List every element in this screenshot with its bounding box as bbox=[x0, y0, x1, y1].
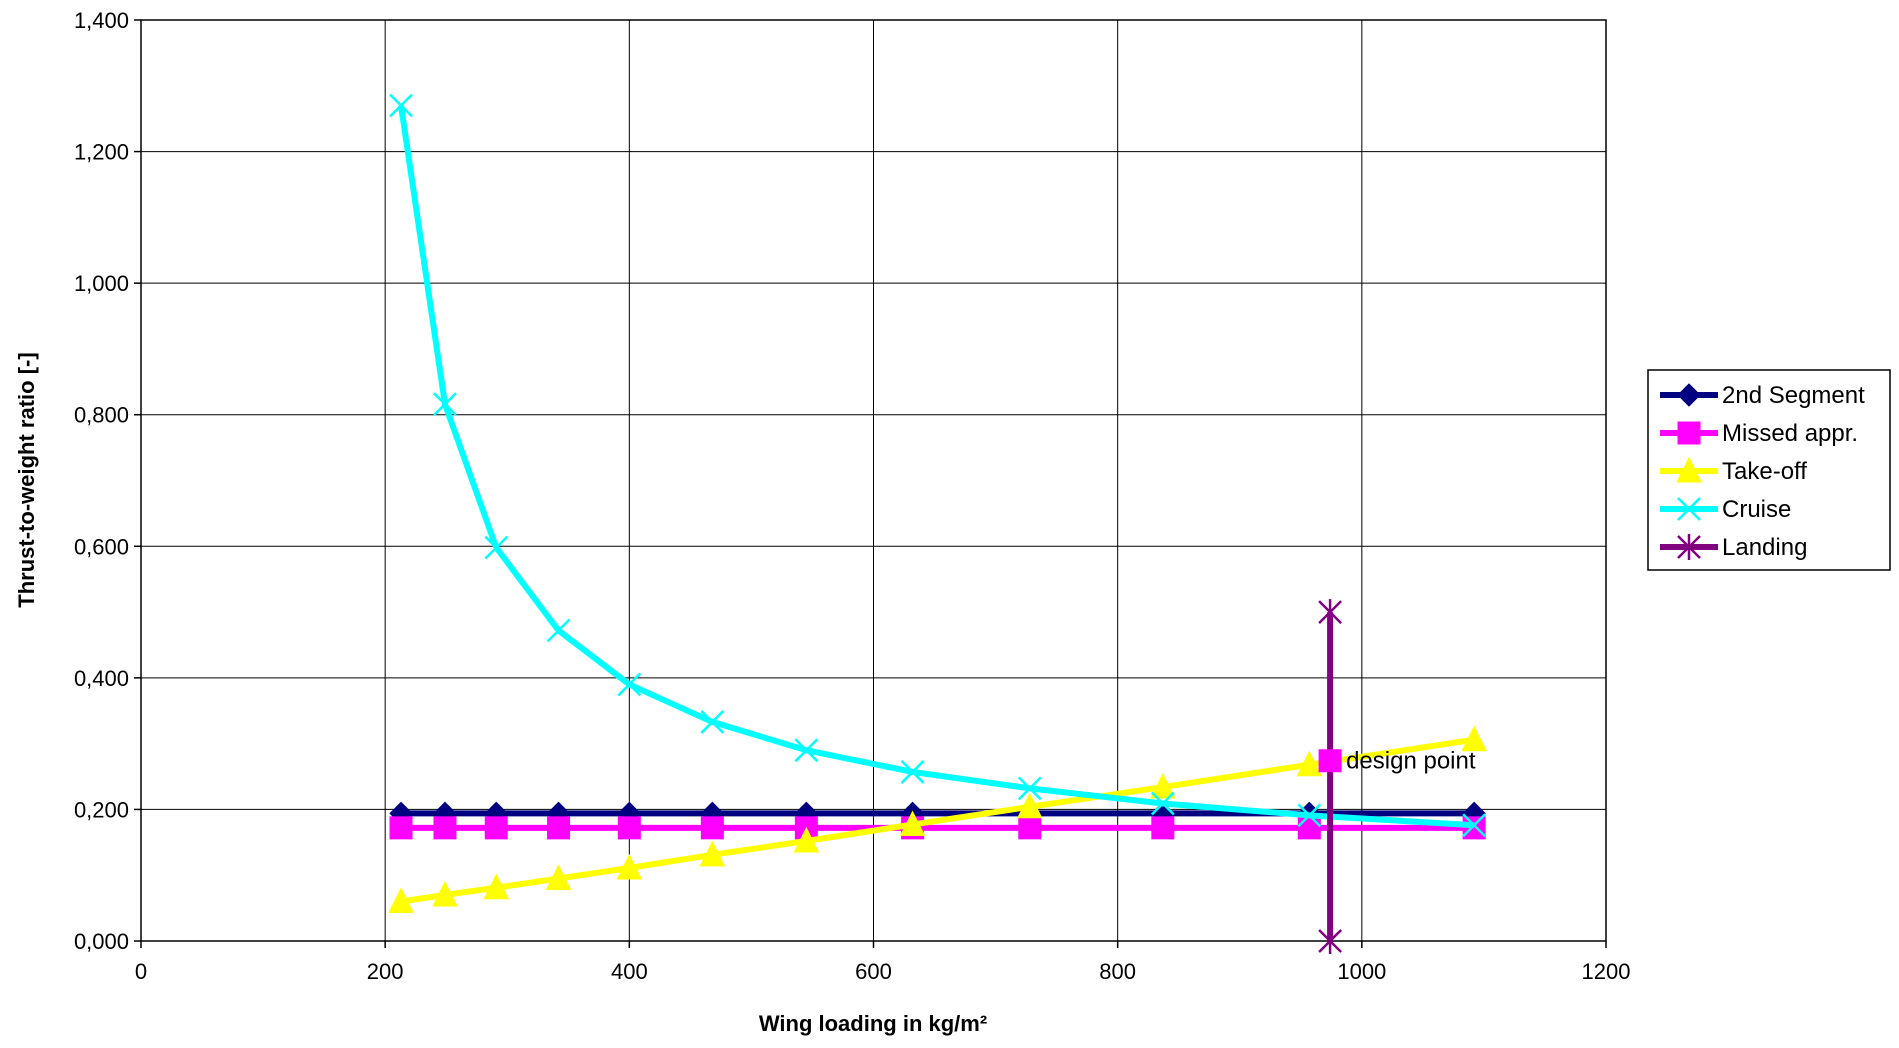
grid bbox=[141, 20, 1606, 941]
legend-label: Landing bbox=[1722, 534, 1807, 561]
series-line bbox=[400, 736, 1475, 905]
data-point bbox=[1461, 725, 1487, 752]
x-axis-title: Wing loading in kg/m² bbox=[759, 1011, 987, 1036]
marker-stroke bbox=[1017, 776, 1042, 801]
legend-entry: Landing bbox=[1660, 534, 1807, 561]
legend-entry: 2nd Segment bbox=[1660, 382, 1865, 409]
legend-swatch-marker bbox=[1677, 383, 1701, 407]
marker-stroke bbox=[433, 392, 457, 417]
data-point bbox=[1150, 772, 1176, 799]
series-line bbox=[398, 105, 1475, 829]
data-point bbox=[1318, 928, 1342, 954]
legend-label: Take-off bbox=[1722, 458, 1807, 485]
x-tick-label: 200 bbox=[367, 959, 404, 984]
series-take-off bbox=[388, 725, 1487, 914]
marker-stroke bbox=[1462, 813, 1487, 838]
data-point bbox=[483, 873, 510, 900]
data-point bbox=[484, 816, 508, 840]
data-point bbox=[900, 760, 925, 784]
marker-stroke bbox=[900, 760, 925, 784]
data-point bbox=[899, 810, 926, 837]
data-point bbox=[794, 738, 819, 763]
y-tick-label: 0,600 bbox=[74, 534, 129, 559]
y-tick-label: 1,400 bbox=[74, 8, 129, 33]
legend-label: Cruise bbox=[1722, 496, 1791, 523]
data-point bbox=[1151, 816, 1175, 840]
data-point bbox=[433, 816, 457, 840]
marker-stroke bbox=[389, 93, 413, 118]
y-tick-label: 0,400 bbox=[74, 666, 129, 691]
y-tick-label: 0,800 bbox=[74, 403, 129, 428]
data-point bbox=[700, 710, 725, 734]
legend-entry: Missed appr. bbox=[1660, 420, 1858, 447]
x-tick-label: 400 bbox=[611, 959, 648, 984]
data-point bbox=[1018, 816, 1042, 840]
data-point bbox=[389, 816, 413, 840]
legend-entry: Take-off bbox=[1660, 456, 1807, 485]
marker-stroke bbox=[484, 535, 509, 560]
y-tick-label: 1,000 bbox=[74, 271, 129, 296]
legend-entry: Cruise bbox=[1660, 496, 1791, 523]
data-point bbox=[484, 535, 509, 560]
y-tick-label: 0,200 bbox=[74, 797, 129, 822]
y-axis: 0,000 0,200 0,400 0,600 0,800 1,000 1,200 1,400 bbox=[74, 8, 141, 954]
x-tick-label: 600 bbox=[855, 959, 892, 984]
data-point bbox=[1462, 816, 1486, 840]
marker-stroke bbox=[1150, 791, 1175, 816]
y-axis-title: Thrust-to-weight ratio [-] bbox=[14, 352, 39, 607]
marker-stroke bbox=[1297, 803, 1322, 828]
data-point bbox=[389, 93, 413, 118]
data-point bbox=[1017, 776, 1042, 801]
data-point bbox=[1297, 816, 1321, 840]
data-point bbox=[545, 864, 572, 891]
data-point bbox=[1016, 792, 1043, 819]
marker-stroke bbox=[1677, 497, 1701, 521]
data-point bbox=[1150, 791, 1175, 816]
legend-swatch-marker bbox=[1677, 421, 1701, 445]
legend: 2nd Segment Missed appr. Take-off Cruise Lan… bbox=[1647, 369, 1891, 571]
data-point bbox=[1318, 599, 1342, 626]
legend-swatch-marker bbox=[1677, 534, 1701, 560]
design-point-marker bbox=[1318, 749, 1342, 773]
data-point bbox=[700, 816, 724, 840]
marker-stroke bbox=[700, 710, 725, 734]
data-point bbox=[699, 840, 726, 867]
data-point bbox=[1462, 813, 1487, 838]
x-tick-label: 800 bbox=[1099, 959, 1136, 984]
series-landing bbox=[1318, 599, 1342, 954]
legend-swatch-marker bbox=[1676, 456, 1702, 483]
series bbox=[388, 93, 1487, 954]
data-point bbox=[1296, 750, 1323, 777]
legend-label: Missed appr. bbox=[1722, 420, 1858, 447]
data-point bbox=[432, 880, 458, 907]
y-tick-label: 1,200 bbox=[74, 140, 129, 165]
data-point bbox=[617, 672, 642, 697]
x-tick-label: 0 bbox=[135, 959, 147, 984]
legend-label: 2nd Segment bbox=[1722, 382, 1865, 409]
design-point-label: design point bbox=[1346, 748, 1476, 775]
data-point bbox=[1297, 803, 1322, 828]
marker-stroke bbox=[546, 618, 571, 643]
marker-stroke bbox=[617, 672, 642, 697]
annotations: design point bbox=[1318, 748, 1476, 775]
data-point bbox=[616, 853, 643, 880]
data-point bbox=[793, 826, 820, 853]
legend-swatch-marker bbox=[1677, 497, 1701, 521]
data-point bbox=[547, 816, 571, 840]
x-tick-label: 1000 bbox=[1337, 959, 1386, 984]
x-axis: 0 200 400 600 800 1000 1200 bbox=[135, 941, 1631, 984]
x-tick-label: 1200 bbox=[1582, 959, 1631, 984]
data-point bbox=[388, 887, 414, 914]
marker-stroke bbox=[794, 738, 819, 763]
data-point bbox=[546, 618, 571, 643]
y-tick-label: 0,000 bbox=[74, 929, 129, 954]
data-point bbox=[433, 392, 457, 417]
data-point bbox=[617, 816, 641, 840]
series-cruise bbox=[389, 93, 1487, 838]
